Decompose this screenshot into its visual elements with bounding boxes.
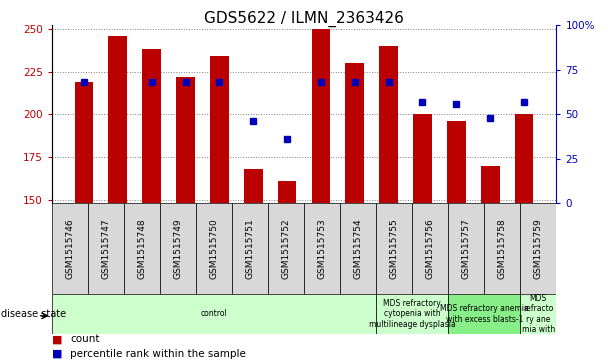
Bar: [448, 203, 484, 294]
Bar: [376, 294, 448, 334]
Bar: [88, 203, 124, 294]
Text: GSM1515753: GSM1515753: [317, 218, 326, 279]
Text: ■: ■: [52, 334, 62, 344]
Bar: [75, 82, 93, 203]
Bar: [304, 203, 340, 294]
Bar: [124, 203, 160, 294]
Text: MDS
refracto
ry ane
mia with: MDS refracto ry ane mia with: [522, 294, 555, 334]
Text: GSM1515746: GSM1515746: [65, 218, 74, 279]
Bar: [376, 203, 412, 294]
Text: MDS refractory
cytopenia with
multilineage dysplasia: MDS refractory cytopenia with multilinea…: [369, 299, 455, 329]
Text: percentile rank within the sample: percentile rank within the sample: [70, 349, 246, 359]
Text: GDS5622 / ILMN_2363426: GDS5622 / ILMN_2363426: [204, 11, 404, 27]
Text: GSM1515750: GSM1515750: [209, 218, 218, 279]
Text: GSM1515756: GSM1515756: [426, 218, 435, 279]
Bar: [278, 181, 296, 203]
Bar: [52, 294, 376, 334]
Text: control: control: [201, 310, 227, 318]
Text: count: count: [70, 334, 100, 344]
Text: GSM1515751: GSM1515751: [246, 218, 254, 279]
Bar: [520, 203, 556, 294]
Text: GSM1515757: GSM1515757: [461, 218, 471, 279]
Text: GSM1515754: GSM1515754: [354, 218, 362, 279]
Text: GSM1515755: GSM1515755: [390, 218, 399, 279]
Text: GSM1515759: GSM1515759: [534, 218, 543, 279]
Bar: [515, 114, 533, 203]
Bar: [196, 203, 232, 294]
Bar: [340, 203, 376, 294]
Text: GSM1515758: GSM1515758: [498, 218, 506, 279]
Bar: [412, 203, 448, 294]
Text: disease state: disease state: [1, 309, 66, 319]
Text: GSM1515752: GSM1515752: [282, 218, 291, 279]
Bar: [210, 56, 229, 203]
Bar: [481, 166, 500, 203]
Text: GSM1515748: GSM1515748: [137, 218, 147, 279]
Bar: [448, 294, 520, 334]
Bar: [484, 203, 520, 294]
Bar: [345, 63, 364, 203]
Bar: [232, 203, 268, 294]
Bar: [160, 203, 196, 294]
Bar: [413, 114, 432, 203]
Bar: [268, 203, 304, 294]
Text: MDS refractory anemia
with excess blasts-1: MDS refractory anemia with excess blasts…: [440, 304, 528, 324]
Bar: [520, 294, 556, 334]
Bar: [142, 49, 161, 203]
Text: GSM1515747: GSM1515747: [102, 218, 110, 279]
Bar: [447, 121, 466, 203]
Text: GSM1515749: GSM1515749: [173, 218, 182, 279]
Bar: [379, 46, 398, 203]
Bar: [244, 169, 263, 203]
Bar: [312, 29, 330, 203]
Bar: [176, 77, 195, 203]
Text: ■: ■: [52, 349, 62, 359]
Bar: [52, 203, 88, 294]
Bar: [108, 36, 127, 203]
